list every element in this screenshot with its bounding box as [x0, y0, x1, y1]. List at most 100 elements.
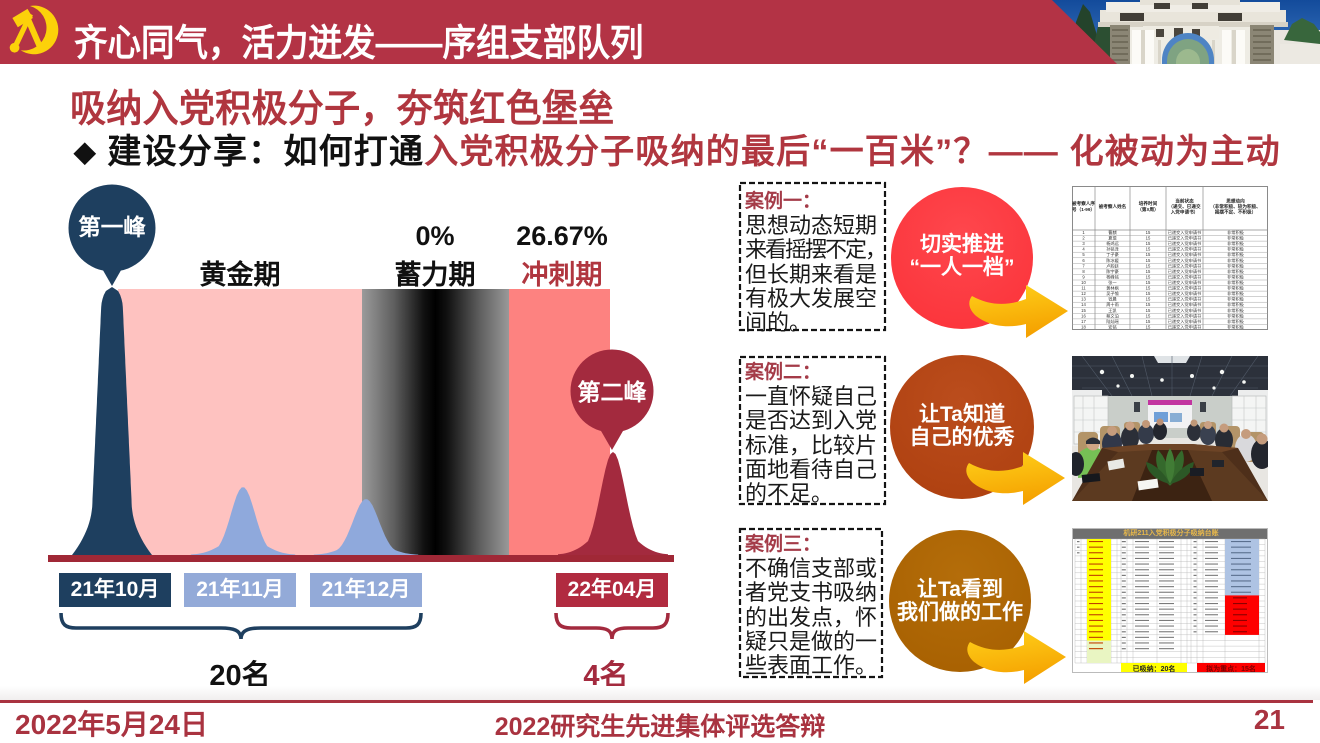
svg-text:非常积极: 非常积极: [1227, 307, 1245, 314]
svg-text:已递交入党申请书: 已递交入党申请书: [1168, 307, 1202, 314]
svg-text:卢韵廷: 卢韵廷: [1106, 262, 1119, 269]
svg-text:5: 5: [1082, 252, 1085, 257]
svg-text:周十雨: 周十雨: [1106, 301, 1119, 308]
svg-text:已递交入党申请书: 已递交入党申请书: [1168, 285, 1202, 292]
svg-text:思想动向: 思想动向: [1226, 197, 1245, 204]
svg-text:15: 15: [1146, 230, 1151, 235]
svg-text:被考察人序: 被考察人序: [1072, 200, 1095, 207]
svg-text:杨峰铭: 杨峰铭: [1106, 273, 1119, 280]
svg-text:拟为重点：15名: 拟为重点：15名: [1206, 664, 1256, 673]
svg-text:已递交入党申请书: 已递交入党申请书: [1168, 296, 1202, 303]
svg-text:非常积极: 非常积极: [1227, 246, 1245, 253]
svg-text:非常积极: 非常积极: [1227, 251, 1245, 258]
svg-text:3: 3: [1082, 241, 1085, 246]
svg-text:非常积极: 非常积极: [1227, 268, 1245, 275]
svg-text:非常积极: 非常积极: [1227, 257, 1245, 264]
svg-text:第一峰: 第一峰: [78, 214, 146, 240]
svg-text:16: 16: [1081, 313, 1086, 318]
svg-text:17: 17: [1081, 319, 1086, 324]
svg-text:15: 15: [1146, 302, 1151, 307]
svg-text:已递交入党申请书: 已递交入党申请书: [1168, 279, 1202, 286]
svg-text:（递交、已递交: （递交、已递交: [1168, 203, 1201, 210]
svg-text:13: 13: [1081, 297, 1086, 302]
svg-text:15: 15: [1146, 252, 1151, 257]
svg-text:非常积极: 非常积极: [1227, 279, 1245, 286]
svg-text:已递交入党申请书: 已递交入党申请书: [1168, 262, 1202, 269]
svg-text:9: 9: [1082, 274, 1085, 279]
svg-text:15: 15: [1146, 324, 1151, 329]
svg-text:已递交入党申请书: 已递交入党申请书: [1168, 301, 1202, 308]
svg-text:安铭: 安铭: [1108, 323, 1116, 330]
svg-text:15: 15: [1146, 269, 1151, 274]
svg-text:非常积极: 非常积极: [1227, 312, 1245, 319]
svg-text:培养时间: 培养时间: [1139, 200, 1158, 207]
svg-text:15: 15: [1146, 258, 1151, 263]
svg-text:第二峰: 第二峰: [578, 379, 648, 405]
svg-text:15: 15: [1146, 241, 1151, 246]
svg-text:被考察人姓名: 被考察人姓名: [1099, 203, 1127, 210]
svg-text:孙铭泽: 孙铭泽: [1106, 246, 1119, 253]
svg-text:张一: 张一: [1108, 279, 1116, 286]
svg-text:15: 15: [1146, 308, 1151, 313]
svg-text:6: 6: [1082, 258, 1085, 263]
svg-text:15: 15: [1146, 247, 1151, 252]
svg-text:14: 14: [1081, 302, 1086, 307]
svg-text:非常积极: 非常积极: [1227, 296, 1245, 303]
svg-text:王凯: 王凯: [1108, 307, 1117, 314]
svg-text:2: 2: [1082, 236, 1085, 241]
svg-text:已递交入党申请书: 已递交入党申请书: [1168, 268, 1202, 275]
svg-text:已递交入党申请书: 已递交入党申请书: [1168, 290, 1202, 297]
svg-text:（第X周）: （第X周）: [1137, 206, 1158, 213]
svg-text:10: 10: [1081, 280, 1086, 285]
svg-text:丁子豪: 丁子豪: [1106, 251, 1119, 257]
svg-text:4: 4: [1082, 247, 1085, 252]
svg-text:11: 11: [1081, 286, 1086, 291]
svg-text:当前状态: 当前状态: [1175, 197, 1194, 204]
svg-text:非常积极: 非常积极: [1227, 229, 1245, 236]
svg-text:夏琨: 夏琨: [1108, 236, 1117, 242]
svg-text:已递交入党申请书: 已递交入党申请书: [1168, 273, 1202, 280]
svg-text:已递交入党申请书: 已递交入党申请书: [1168, 240, 1202, 247]
svg-text:已递交入党申请书: 已递交入党申请书: [1168, 229, 1202, 236]
svg-text:非常积极: 非常积极: [1227, 235, 1245, 242]
svg-text:吴子愉: 吴子愉: [1106, 290, 1119, 297]
svg-text:非常积极: 非常积极: [1227, 318, 1245, 325]
svg-text:15: 15: [1146, 291, 1151, 296]
svg-text:12: 12: [1081, 291, 1086, 296]
svg-text:蔡文泊: 蔡文泊: [1106, 312, 1119, 319]
svg-text:已递交入党申请书: 已递交入党申请书: [1168, 312, 1202, 319]
svg-text:陆灿瑶: 陆灿瑶: [1106, 318, 1119, 325]
svg-text:15: 15: [1146, 319, 1151, 324]
svg-text:入党申请书）: 入党申请书）: [1171, 209, 1199, 216]
svg-text:15: 15: [1146, 236, 1151, 241]
svg-text:陈宇豪: 陈宇豪: [1106, 268, 1119, 275]
svg-text:（非常积极、较为积极、: （非常积极、较为积极、: [1210, 203, 1261, 210]
svg-text:15: 15: [1146, 297, 1151, 302]
svg-text:已递交入党申请书: 已递交入党申请书: [1168, 257, 1202, 264]
svg-text:非常积极: 非常积极: [1227, 301, 1245, 308]
svg-text:15: 15: [1146, 286, 1151, 291]
svg-text:已递交入党申请书: 已递交入党申请书: [1168, 246, 1202, 253]
svg-text:15: 15: [1146, 280, 1151, 285]
svg-text:杨鸿远: 杨鸿远: [1106, 240, 1119, 247]
svg-text:非常积极: 非常积极: [1227, 323, 1245, 330]
svg-text:陈冰媛: 陈冰媛: [1106, 257, 1119, 264]
svg-text:非常积极: 非常积极: [1227, 285, 1245, 292]
svg-text:摇摆不定、不积极）: 摇摆不定、不积极）: [1215, 209, 1256, 216]
svg-text:曹麒: 曹麒: [1108, 229, 1117, 236]
svg-text:已递交入党申请书: 已递交入党申请书: [1168, 251, 1202, 258]
svg-text:非常积极: 非常积极: [1227, 290, 1245, 297]
svg-text:非常积极: 非常积极: [1227, 273, 1245, 280]
svg-text:非常积极: 非常积极: [1227, 262, 1245, 269]
svg-text:已吸纳：20名: 已吸纳：20名: [1133, 664, 1176, 673]
svg-text:已递交入党申请书: 已递交入党申请书: [1168, 235, 1202, 242]
svg-text:8: 8: [1082, 269, 1085, 274]
svg-text:钱晨: 钱晨: [1108, 296, 1117, 303]
svg-text:18: 18: [1081, 324, 1086, 329]
svg-text:7: 7: [1082, 263, 1085, 268]
svg-text:15: 15: [1146, 263, 1151, 268]
svg-text:号（1-99）: 号（1-99）: [1072, 206, 1095, 213]
svg-text:已递交入党申请书: 已递交入党申请书: [1168, 318, 1202, 325]
svg-text:15: 15: [1146, 274, 1151, 279]
svg-text:已递交入党申请书: 已递交入党申请书: [1168, 323, 1202, 330]
